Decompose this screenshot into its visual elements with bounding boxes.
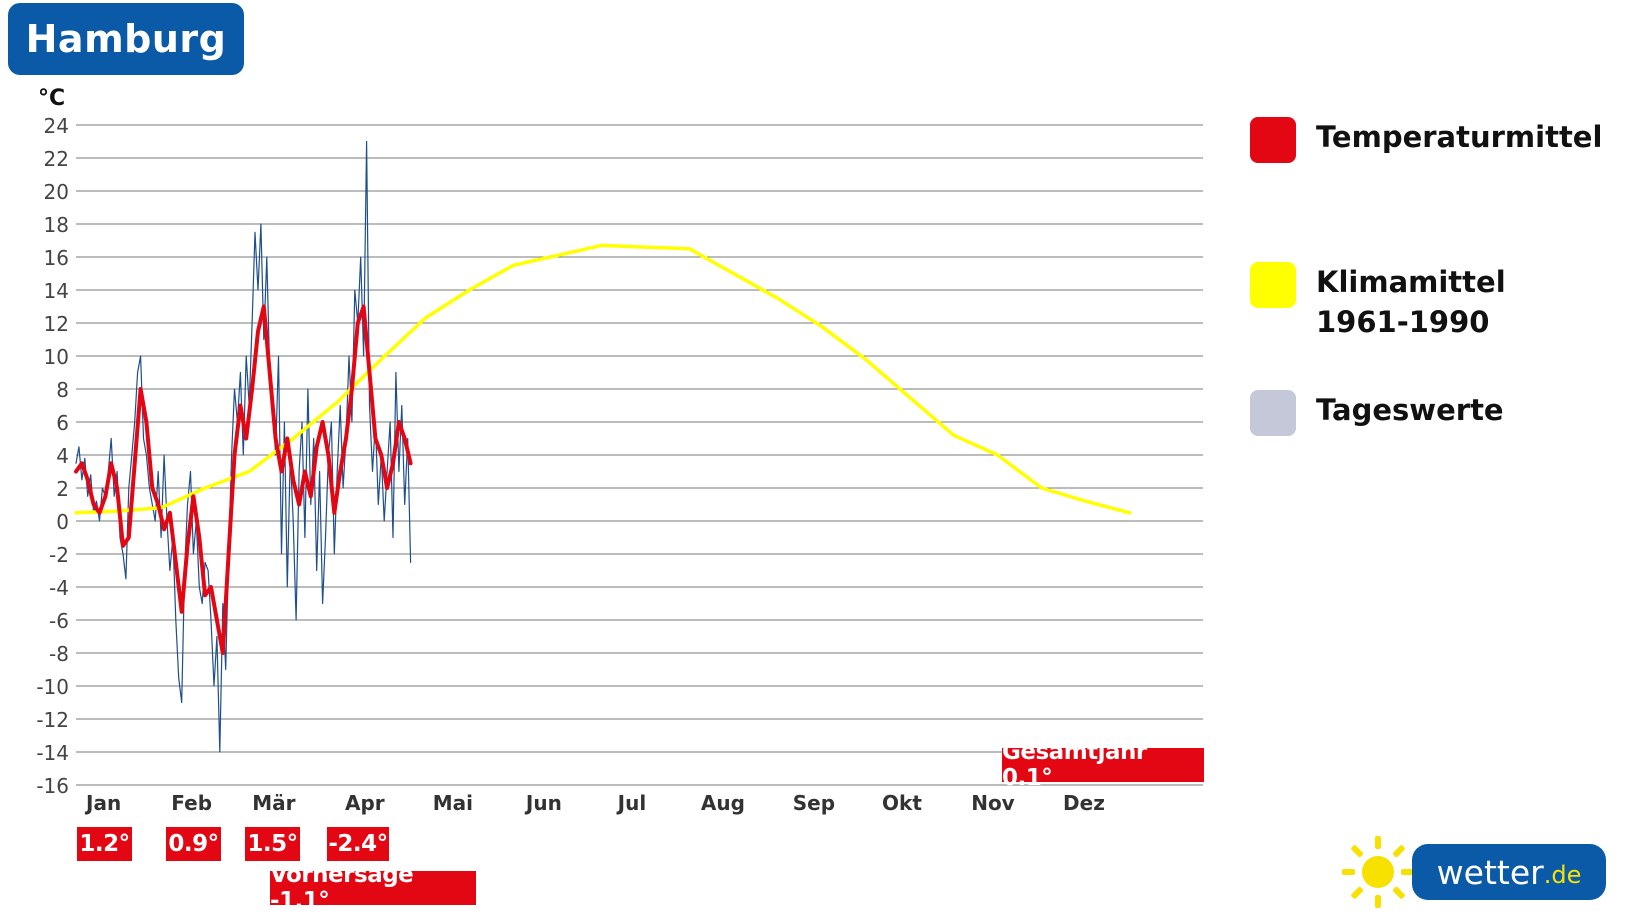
legend-item-klimamittel: Klimamittel 1961-1990 — [1250, 262, 1506, 342]
y-axis-ticks: 242220181614121086420-2-4-6-8-10-12-14-1… — [36, 114, 69, 798]
logo-name: wetter — [1436, 852, 1544, 892]
y-tick-label: 14 — [44, 279, 69, 303]
y-tick-label: -8 — [49, 642, 69, 666]
y-tick-label: -16 — [36, 774, 69, 798]
legend-item-tageswerte: Tageswerte — [1250, 390, 1504, 436]
month-badge-feb: 0.9° — [166, 827, 221, 861]
wetter-de-logo: wetter .de — [1340, 832, 1610, 908]
legend-swatch-red — [1250, 117, 1296, 163]
x-axis-ticks: Jan Feb Mär Apr Mai Jun Jul Aug Sep Okt Nov Dez — [84, 791, 1105, 815]
x-tick-label-okt: Okt — [882, 791, 922, 815]
y-tick-label: -4 — [49, 576, 69, 600]
y-tick-label: 2 — [56, 477, 69, 501]
y-tick-label: 10 — [44, 345, 69, 369]
x-tick-label-jan: Jan — [84, 791, 121, 815]
y-tick-label: -10 — [36, 675, 69, 699]
y-tick-label: 8 — [56, 378, 69, 402]
y-tick-label: 12 — [44, 312, 69, 336]
legend-swatch-yellow — [1250, 262, 1296, 308]
x-tick-label-mai: Mai — [433, 791, 473, 815]
y-tick-label: 0 — [56, 510, 69, 534]
logo-wordmark: wetter .de — [1412, 844, 1606, 900]
y-axis-unit: °C — [38, 86, 66, 111]
series-klimamittel — [74, 304, 413, 655]
series-layer — [74, 140, 1132, 753]
legend-label: Klimamittel 1961-1990 — [1316, 265, 1506, 339]
x-tick-label-apr: Apr — [345, 791, 385, 815]
y-tick-label: -6 — [49, 609, 69, 633]
x-tick-label-aug: Aug — [701, 791, 745, 815]
x-tick-label-sep: Sep — [793, 791, 835, 815]
y-tick-label: 16 — [44, 246, 69, 270]
series-tageswerte — [75, 140, 412, 753]
y-tick-label: -12 — [36, 708, 69, 732]
y-tick-label: 4 — [56, 444, 69, 468]
x-tick-label-feb: Feb — [171, 791, 212, 815]
legend-label: Tageswerte — [1316, 393, 1504, 427]
legend-label: Temperaturmittel — [1316, 120, 1603, 154]
month-badge-maer: 1.5° — [245, 827, 300, 861]
page-title: Hamburg — [8, 3, 244, 75]
series-temperaturmittel — [74, 243, 1132, 515]
gridlines — [76, 124, 1203, 786]
x-tick-label-jul: Jul — [616, 791, 647, 815]
x-tick-label-jun: Jun — [524, 791, 562, 815]
forecast-badge: Vorhersage -1.1° — [270, 862, 476, 914]
x-tick-label-mär: Mär — [252, 791, 295, 815]
y-tick-label: 22 — [44, 147, 69, 171]
x-tick-label-nov: Nov — [971, 791, 1015, 815]
y-tick-label: 6 — [56, 411, 69, 435]
y-tick-label: 20 — [44, 180, 69, 204]
legend-item-temperaturmittel: Temperaturmittel — [1250, 117, 1602, 163]
month-badge-jan: 1.2° — [77, 827, 132, 861]
y-tick-label: 18 — [44, 213, 69, 237]
year-total-badge: Gesamtjahr 0.1° — [1002, 739, 1204, 791]
month-badge-apr: -2.4° — [327, 827, 389, 861]
y-tick-label: 24 — [44, 114, 69, 138]
logo-tld: .de — [1543, 861, 1582, 889]
y-tick-label: -2 — [49, 543, 69, 567]
legend-swatch-gray — [1250, 390, 1296, 436]
y-tick-label: -14 — [36, 741, 69, 765]
sun-icon — [1342, 836, 1414, 908]
x-tick-label-dez: Dez — [1063, 791, 1105, 815]
